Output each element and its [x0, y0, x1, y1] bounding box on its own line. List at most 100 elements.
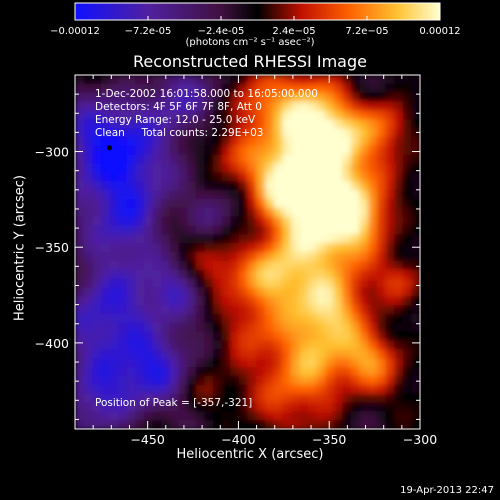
heatmap-cell [144, 128, 154, 138]
heatmap-cell [351, 207, 361, 218]
heatmap-cell [135, 322, 145, 333]
heatmap-cell [238, 154, 249, 165]
x-tick-label: −400 [221, 432, 255, 447]
heatmap-cell [152, 216, 162, 227]
heatmap-cell [135, 375, 145, 386]
heatmap-cell [316, 119, 326, 129]
heatmap-cell [178, 287, 188, 297]
heatmap-cell [411, 313, 420, 324]
heatmap-cell [213, 181, 223, 191]
heatmap-cell [264, 331, 274, 342]
heatmap-cell [342, 252, 352, 262]
heatmap-cell [213, 75, 223, 85]
heatmap-cell [92, 269, 102, 280]
heatmap-cell [83, 358, 93, 368]
heatmap-cell [187, 260, 197, 271]
heatmap-cell [135, 92, 145, 103]
heatmap-cell [152, 375, 162, 386]
heatmap-cell [394, 198, 404, 209]
heatmap-cell [264, 367, 274, 377]
heatmap-cell [385, 384, 395, 395]
heatmap-cell [230, 110, 240, 120]
heatmap-cell [411, 216, 420, 227]
heatmap-cell [359, 92, 369, 103]
heatmap-cell [368, 216, 378, 227]
heatmap-cell [411, 252, 420, 262]
heatmap-cell [135, 128, 145, 138]
heatmap-cell [307, 340, 318, 350]
heatmap-cell [351, 393, 361, 404]
heatmap-cell [213, 145, 223, 156]
heatmap-cell [351, 190, 361, 200]
heatmap-cell [368, 358, 378, 368]
heatmap-cell [290, 349, 300, 359]
heatmap-cell [92, 252, 102, 262]
heatmap-cell [359, 331, 369, 342]
heatmap-cell [411, 154, 420, 165]
heatmap-cell [368, 260, 378, 271]
heatmap-cell [359, 234, 369, 244]
heatmap-cell [402, 278, 412, 288]
heatmap-cell [204, 181, 214, 191]
heatmap-cell [376, 154, 387, 165]
heatmap-cell [195, 252, 205, 262]
heatmap-cell [135, 331, 145, 342]
heatmap-cell [100, 340, 111, 350]
heatmap-cell [325, 287, 335, 297]
heatmap-cell [83, 367, 93, 377]
colorbar-tick-label: −0.00012 [50, 26, 100, 37]
heatmap-cell [126, 269, 136, 280]
heatmap-cell [316, 313, 326, 324]
heatmap-cell [83, 349, 93, 359]
heatmap-cell [213, 225, 223, 235]
heatmap-cell [169, 154, 180, 165]
heatmap-cell [221, 305, 231, 315]
heatmap-cell [83, 75, 93, 85]
heatmap-cell [411, 349, 420, 359]
heatmap-cell [213, 411, 223, 421]
heatmap-cell [169, 331, 180, 342]
heatmap-cell [195, 225, 205, 235]
heatmap-cell [144, 402, 154, 412]
heatmap-cell [178, 136, 188, 147]
heatmap-cell [230, 367, 240, 377]
heatmap-cell [169, 313, 180, 324]
heatmap-cell [385, 331, 395, 342]
heatmap-cell [100, 384, 111, 395]
heatmap-cell [238, 305, 249, 315]
heatmap-cell [213, 331, 223, 342]
heatmap-cell [118, 234, 128, 244]
heatmap-cell [385, 287, 395, 297]
heatmap-cell [100, 287, 111, 297]
heatmap-cell [213, 252, 223, 262]
heatmap-cell [195, 375, 205, 386]
heatmap-cell [213, 393, 223, 404]
heatmap-cell [359, 322, 369, 333]
heatmap-cell [273, 402, 283, 412]
heatmap-cell [109, 260, 119, 271]
heatmap-cell [394, 225, 404, 235]
heatmap-cell [394, 367, 404, 377]
heatmap-cell [161, 331, 171, 342]
heatmap-cell [273, 349, 283, 359]
heatmap-cell [204, 278, 214, 288]
heatmap-cell [204, 252, 214, 262]
heatmap-cell [169, 119, 180, 129]
heatmap-cell [126, 393, 136, 404]
heatmap-cell [109, 145, 119, 156]
heatmap-cell [264, 278, 274, 288]
heatmap-cell [368, 252, 378, 262]
heatmap-cell [221, 331, 231, 342]
heatmap-cell [376, 75, 387, 85]
heatmap-cell [230, 278, 240, 288]
heatmap-cell [411, 172, 420, 182]
heatmap-cell [109, 420, 119, 429]
heatmap-cell [83, 92, 93, 103]
heatmap-cell [411, 305, 420, 315]
heatmap-cell [290, 402, 300, 412]
heatmap-cell [282, 216, 292, 227]
heatmap-cell [325, 305, 335, 315]
heatmap-cell [282, 243, 292, 253]
heatmap-cell [368, 331, 378, 342]
